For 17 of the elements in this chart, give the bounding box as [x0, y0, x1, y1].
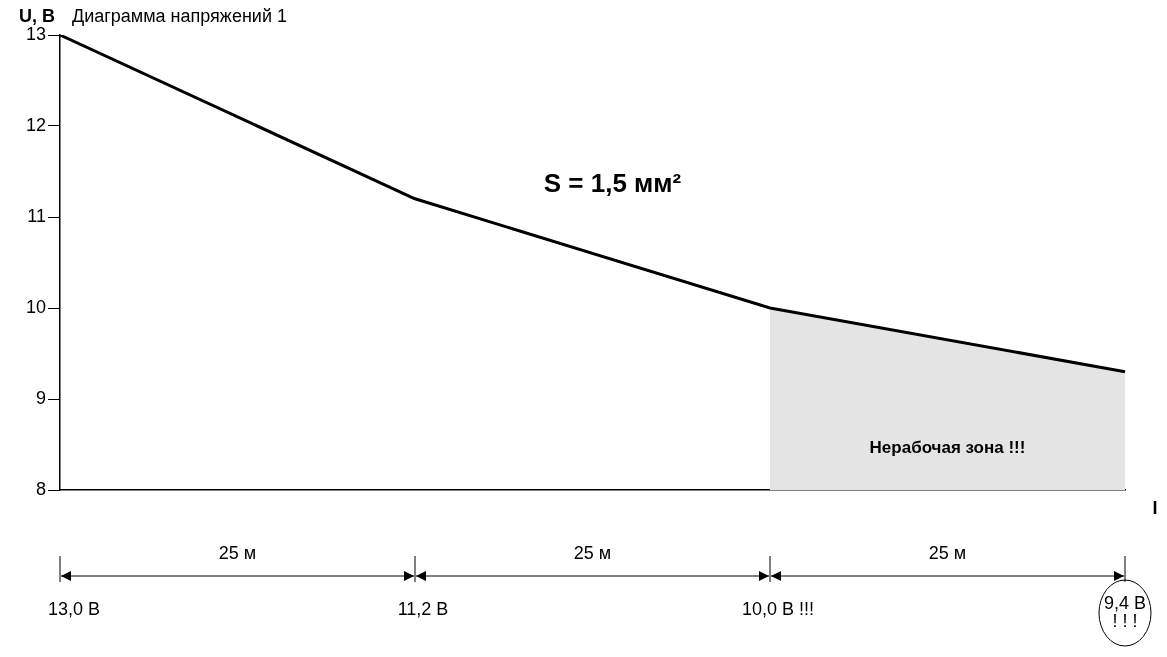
y-axis-title: U, В [19, 5, 55, 26]
text: 10,0 В !!! [741, 598, 815, 619]
y-tick-label: 11 [27, 205, 46, 226]
y-tick-label: 8 [35, 478, 46, 499]
annotation: S = 1,5 мм² [543, 168, 682, 199]
text: 11,2 В [397, 598, 449, 619]
y-tick-label: 9 [35, 387, 46, 408]
chart-title: Диаграмма напряжений 1 [72, 5, 287, 26]
text: 13,0 В [47, 598, 101, 619]
y-tick-label: 12 [25, 114, 46, 135]
text: 9,4 В ! ! ! [1103, 592, 1147, 631]
text: 25 м [218, 542, 257, 563]
text: 25 м [928, 542, 967, 563]
text: 25 м [573, 542, 612, 563]
series-label: Нерабочая зона !!! [869, 437, 1026, 457]
x-axis-title: I [1152, 497, 1158, 518]
y-tick-label: 10 [25, 296, 46, 317]
